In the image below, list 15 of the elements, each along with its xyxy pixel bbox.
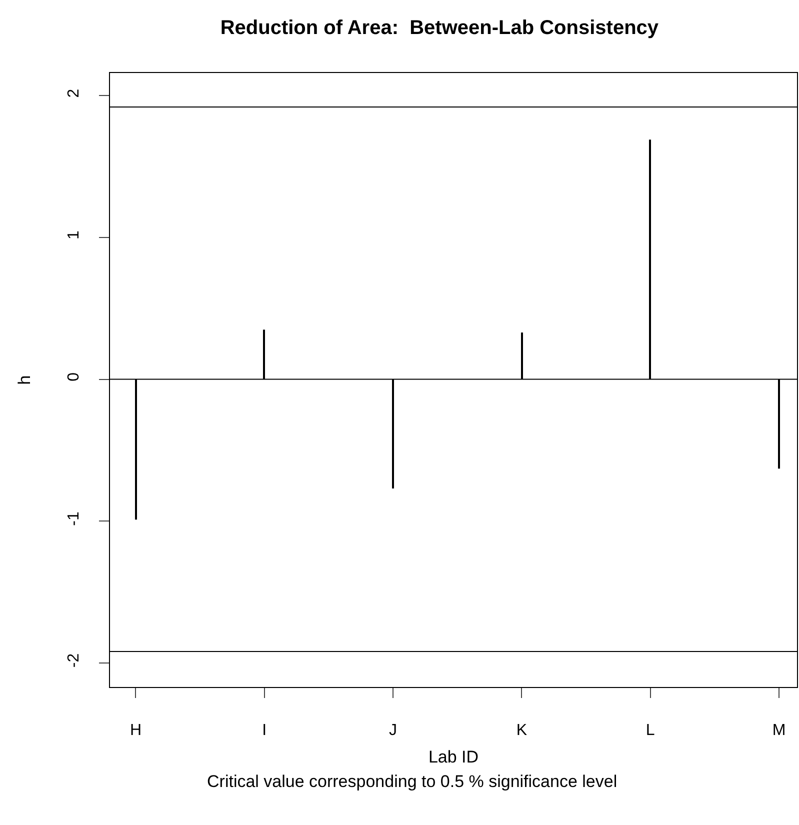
x-tick-label: K [516,722,528,740]
y-tick-label: -2 [66,653,83,668]
y-axis-title: h [15,375,34,385]
x-tick-label: J [389,722,398,740]
y-tick-label: 2 [66,88,83,98]
x-tick-label: L [646,722,655,740]
x-tick-label: M [772,722,786,740]
x-tick-label: H [130,722,142,740]
y-tick-label: 0 [66,372,83,382]
chart-title: Reduction of Area: Between-Lab Consistency [220,17,660,39]
x-axis-title: Lab ID [428,748,479,767]
y-tick-label: 1 [66,230,83,240]
x-tick-label: I [262,722,267,740]
y-tick-label: -1 [66,511,83,526]
text: Critical value corresponding to 0.5 % significance level [207,772,618,791]
